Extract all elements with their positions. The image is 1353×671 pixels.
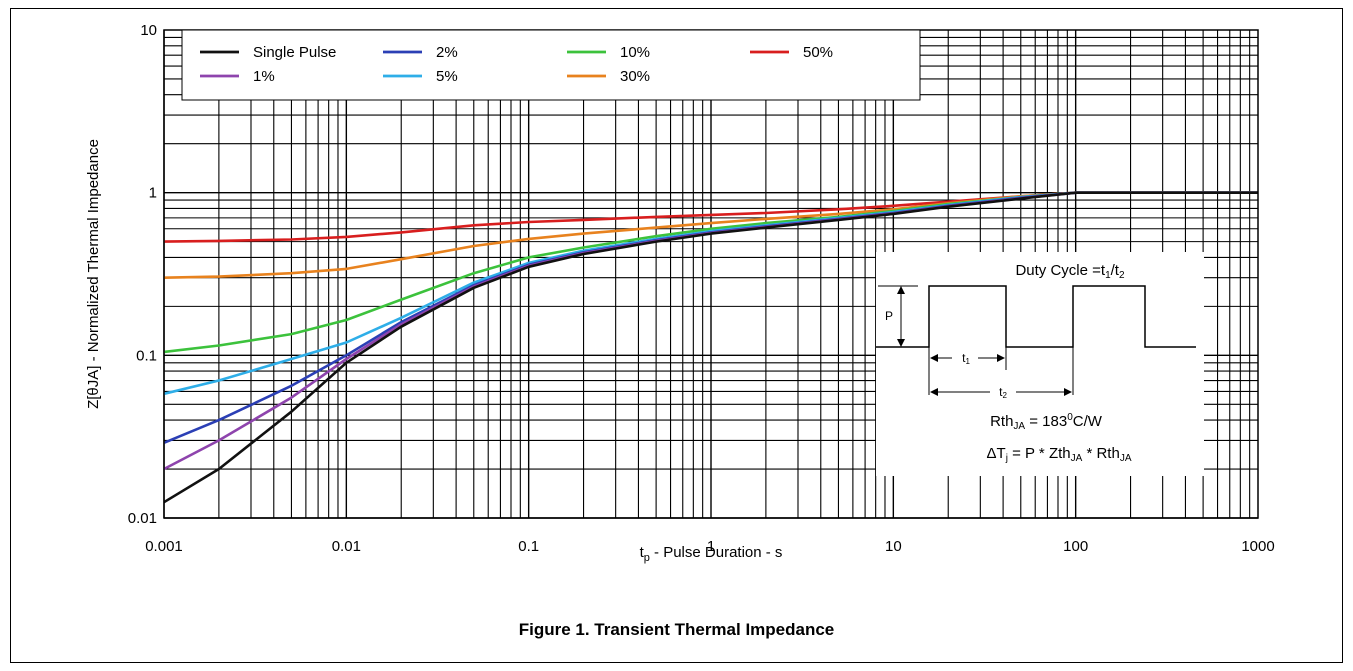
tick-labels: 0.001 0.01 0.1 1 10 100 1000 0.01 0.1 1 10 xyxy=(128,22,1275,555)
p-arrow-head-up xyxy=(897,286,905,294)
x-axis-label: tp - Pulse Duration - s xyxy=(640,544,783,564)
rth-equation: RthJA = 1830C/W xyxy=(990,412,1103,432)
p-label: P xyxy=(885,309,893,323)
t1-label: t1 xyxy=(962,351,970,366)
y-tick-label: 0.01 xyxy=(128,510,157,527)
series-layer xyxy=(163,191,1258,504)
pulse-waveform xyxy=(876,285,1196,348)
legend-box xyxy=(181,29,921,101)
legend-label: Single Pulse xyxy=(253,44,336,61)
t2-arrow-head-left xyxy=(930,388,938,396)
t1-arrow-head-left xyxy=(930,354,938,362)
y-tick-label: 0.1 xyxy=(136,347,157,364)
figure-caption: Figure 1. Transient Thermal Impedance xyxy=(518,620,835,639)
figure-frame xyxy=(10,8,1343,663)
t2-arrow-head-right xyxy=(1064,388,1072,396)
legend-label: 2% xyxy=(436,44,458,61)
x-tick-label: 0.001 xyxy=(145,538,183,555)
legend-label: 10% xyxy=(620,44,650,61)
legend-label: 5% xyxy=(436,68,458,85)
delta-tj-equation: ΔTj = P * ZthJA * RthJA xyxy=(987,445,1132,464)
x-tick-label: 100 xyxy=(1063,538,1088,555)
x-tick-label: 0.01 xyxy=(332,538,361,555)
legend-label: 30% xyxy=(620,68,650,85)
series-line xyxy=(163,191,1258,504)
x-tick-label: 0.1 xyxy=(518,538,539,555)
duty-cycle-inset: Duty Cycle =t1/t2 P t1 t2 RthJA = 1830C/… xyxy=(876,252,1204,476)
x-tick-label: 1 xyxy=(707,538,715,555)
t2-label: t2 xyxy=(999,385,1007,400)
y-tick-label: 10 xyxy=(140,22,157,39)
inset-background xyxy=(876,252,1204,476)
legend-label: 50% xyxy=(803,44,833,61)
p-arrow-head-down xyxy=(897,339,905,347)
inset-title: Duty Cycle =t1/t2 xyxy=(1015,262,1125,281)
legend-label: 1% xyxy=(253,68,275,85)
x-tick-label: 1000 xyxy=(1241,538,1274,555)
legend: Single Pulse 1% 2% 5% 10% 30% 50% xyxy=(181,29,921,101)
x-tick-label: 10 xyxy=(885,538,902,555)
y-axis-label: Z[θJA] - Normalized Thermal Impedance xyxy=(85,139,102,409)
y-tick-label: 1 xyxy=(149,185,157,202)
t1-arrow-head-right xyxy=(997,354,1005,362)
